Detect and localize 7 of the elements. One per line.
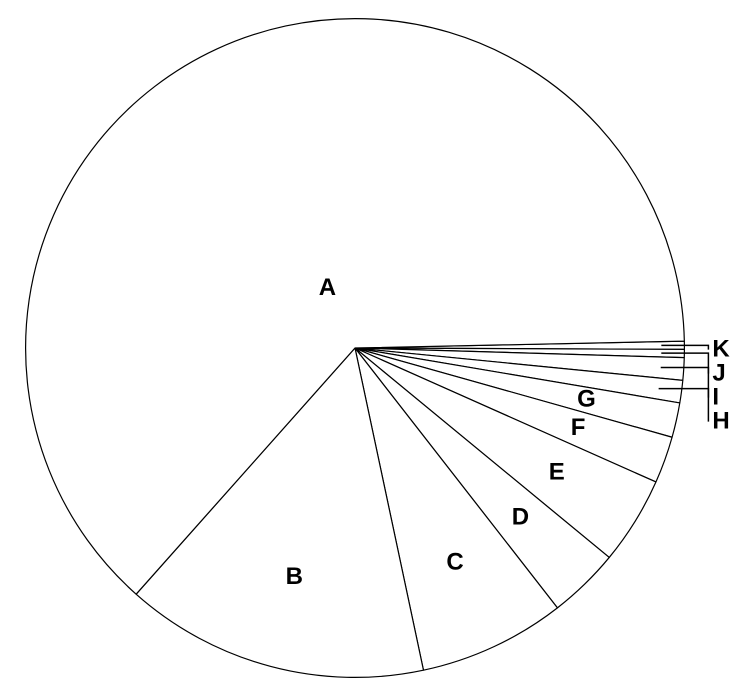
- slice-label: E: [548, 458, 565, 486]
- slice-label: C: [446, 548, 464, 576]
- slice-label: D: [512, 504, 530, 531]
- slice-label: A: [318, 274, 336, 301]
- slice-label: G: [577, 386, 596, 413]
- slice-label: B: [286, 562, 304, 590]
- slice-label: F: [570, 414, 586, 442]
